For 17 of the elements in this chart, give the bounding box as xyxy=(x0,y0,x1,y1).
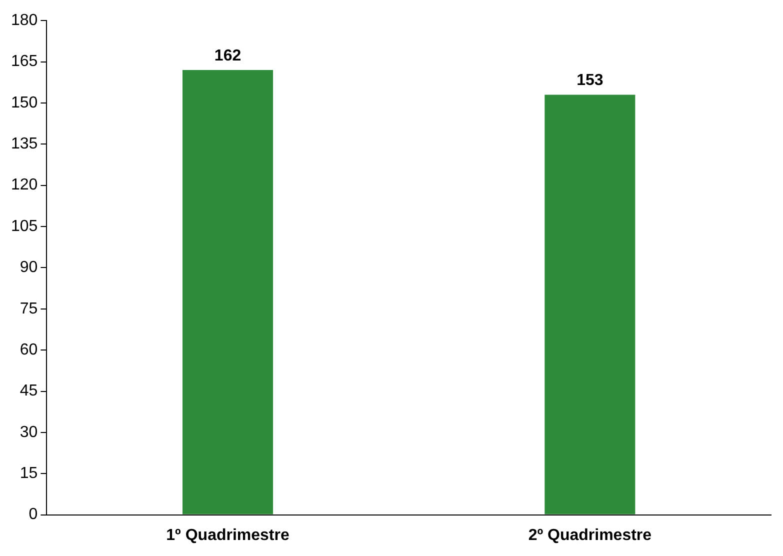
y-tick-label: 45 xyxy=(20,382,38,400)
data-label: 162 xyxy=(214,47,242,64)
x-tick-label: 1º Quadrimestre xyxy=(166,526,290,544)
data-label: 153 xyxy=(576,72,604,90)
y-tick-label: 60 xyxy=(20,341,38,358)
y-tick-label: 30 xyxy=(20,424,38,441)
y-tick-label: 105 xyxy=(10,218,38,235)
y-tick-label: 75 xyxy=(20,300,38,318)
y-tick-label: 150 xyxy=(10,94,38,112)
y-tick-label: 120 xyxy=(10,176,38,194)
y-tick-label: 135 xyxy=(10,136,38,153)
y-tick-label: 15 xyxy=(20,465,38,482)
y-tick-label: 180 xyxy=(10,12,38,30)
y-tick-label: 90 xyxy=(20,259,38,276)
y-tick-label: 0 xyxy=(28,506,38,524)
y-tick-label: 165 xyxy=(10,53,38,70)
x-tick-label: 2º Quadrimestre xyxy=(528,526,652,544)
